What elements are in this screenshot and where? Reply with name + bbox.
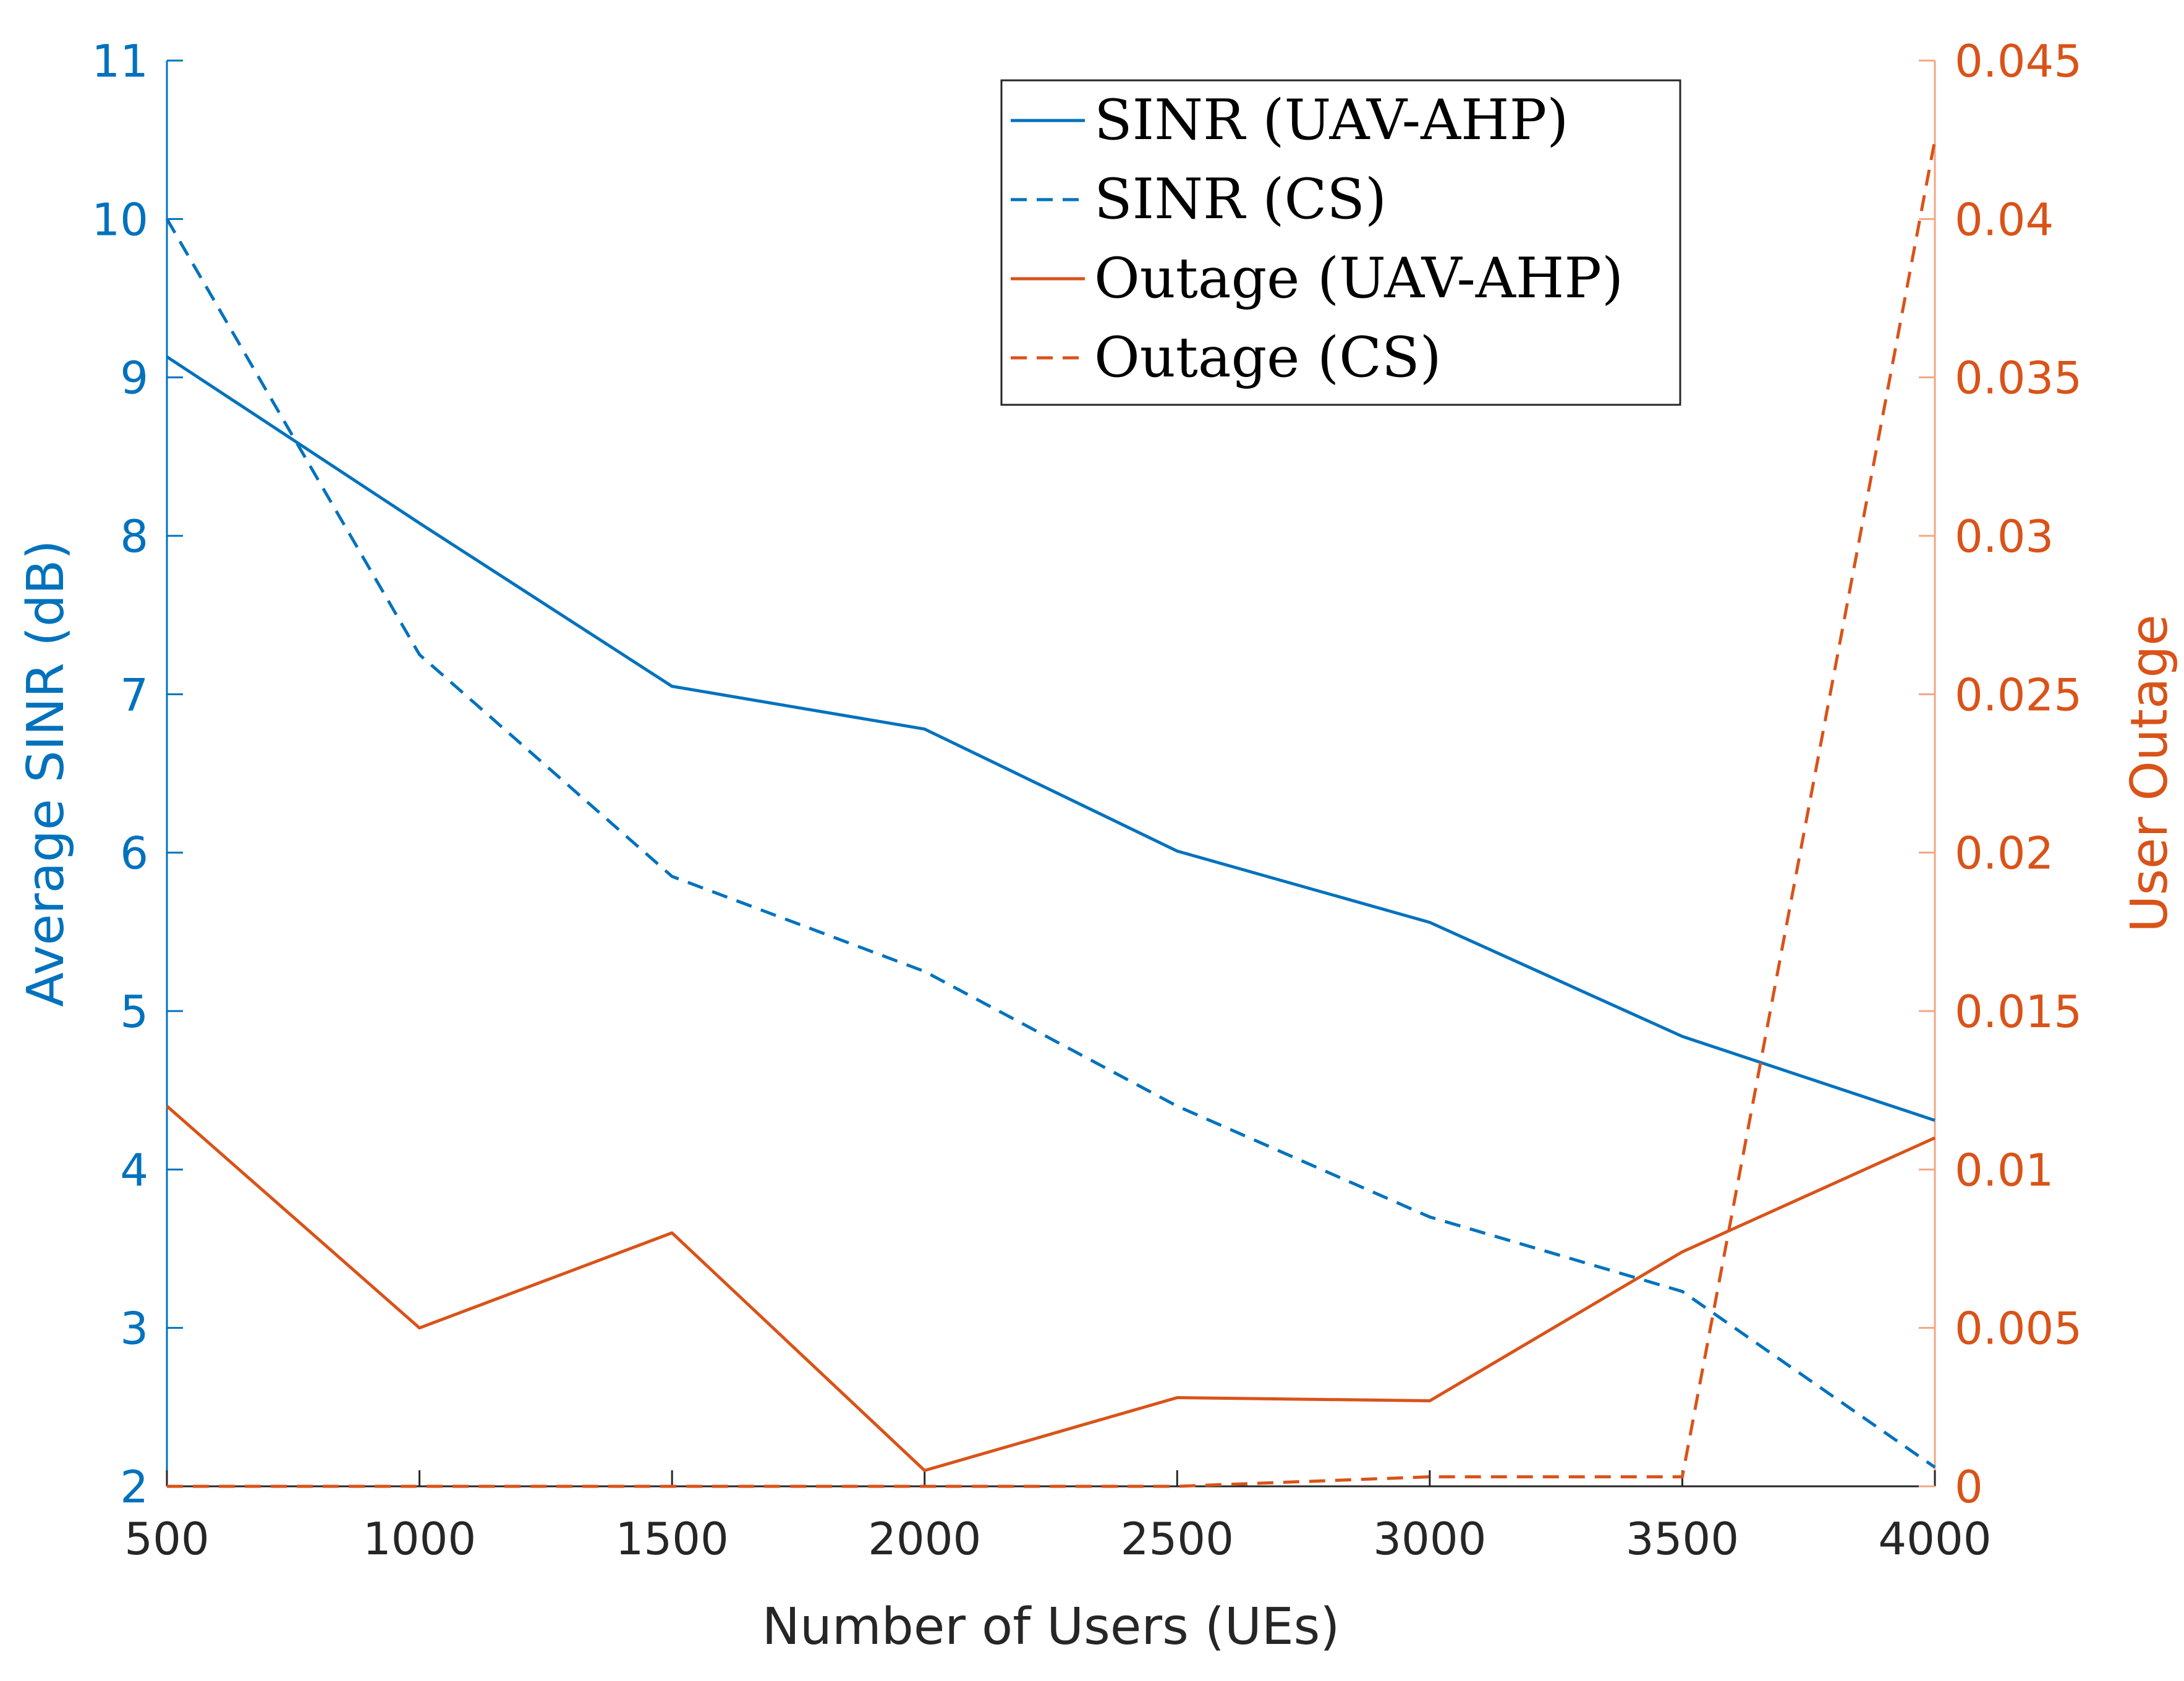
axes: 500 1000 1500 2000 2500 3000 3500 4000 2 3 4 5 6 7 8 9 1… (91, 35, 2082, 1565)
right-y-tick-label: 0.04 (1955, 193, 2054, 245)
x-tick-label: 1500 (616, 1513, 729, 1565)
legend-entry: SINR (UAV-AHP) (1094, 88, 1568, 153)
left-y-tick-label: 4 (120, 1144, 148, 1196)
x-tick-label: 3500 (1626, 1513, 1739, 1565)
right-y-tick-label: 0.025 (1955, 669, 2082, 721)
right-y-axis-title: User Outage (2120, 614, 2179, 932)
right-y-tick-label: 0.045 (1955, 35, 2082, 87)
left-y-tick-label: 6 (120, 828, 148, 879)
left-y-tick-label: 10 (91, 193, 148, 245)
right-y-tick-label: 0.02 (1955, 828, 2054, 879)
series-line-outage-cs (167, 139, 1937, 1488)
legend: SINR (UAV-AHP) SINR (CS) Outage (UAV-AHP) O… (1000, 79, 1681, 406)
right-y-tick-label: 0.015 (1955, 986, 2082, 1038)
series-line-sinr-cs (165, 218, 1936, 1469)
x-tick-label: 2500 (1121, 1513, 1234, 1565)
left-y-tick-label: 9 (120, 352, 148, 404)
x-tick-label: 3000 (1373, 1513, 1486, 1565)
legend-box (1000, 79, 1681, 406)
left-y-tick-label: 8 (120, 510, 148, 562)
right-y-tick-label: 0 (1955, 1461, 1983, 1513)
x-axis-title: Number of Users (UEs) (762, 1598, 1340, 1656)
legend-entry: Outage (CS) (1094, 325, 1442, 390)
right-y-tick-label: 0.03 (1955, 510, 2054, 562)
x-tick-label: 1000 (363, 1513, 476, 1565)
left-y-tick-label: 2 (120, 1461, 148, 1513)
left-y-tick-label: 7 (120, 669, 148, 721)
right-y-tick-label: 0.035 (1955, 352, 2082, 404)
x-tick-label: 500 (124, 1513, 209, 1565)
right-y-tick-label: 0.005 (1955, 1303, 2082, 1355)
left-y-tick-label: 3 (120, 1303, 148, 1355)
legend-entry: Outage (UAV-AHP) (1094, 246, 1623, 311)
series-line-outage-uav-ahp (166, 1104, 1936, 1472)
right-y-tick-label: 0.01 (1955, 1144, 2054, 1196)
left-y-tick-label: 11 (91, 35, 148, 87)
series-line-sinr-uav-ahp (166, 355, 1935, 1122)
left-y-tick-label: 5 (120, 986, 148, 1038)
left-y-axis-title: Average SINR (dB) (17, 540, 75, 1007)
x-tick-label: 4000 (1878, 1513, 1991, 1565)
legend-entry: SINR (CS) (1094, 167, 1387, 232)
x-tick-label: 2000 (868, 1513, 981, 1565)
series-lines (165, 139, 1937, 1488)
